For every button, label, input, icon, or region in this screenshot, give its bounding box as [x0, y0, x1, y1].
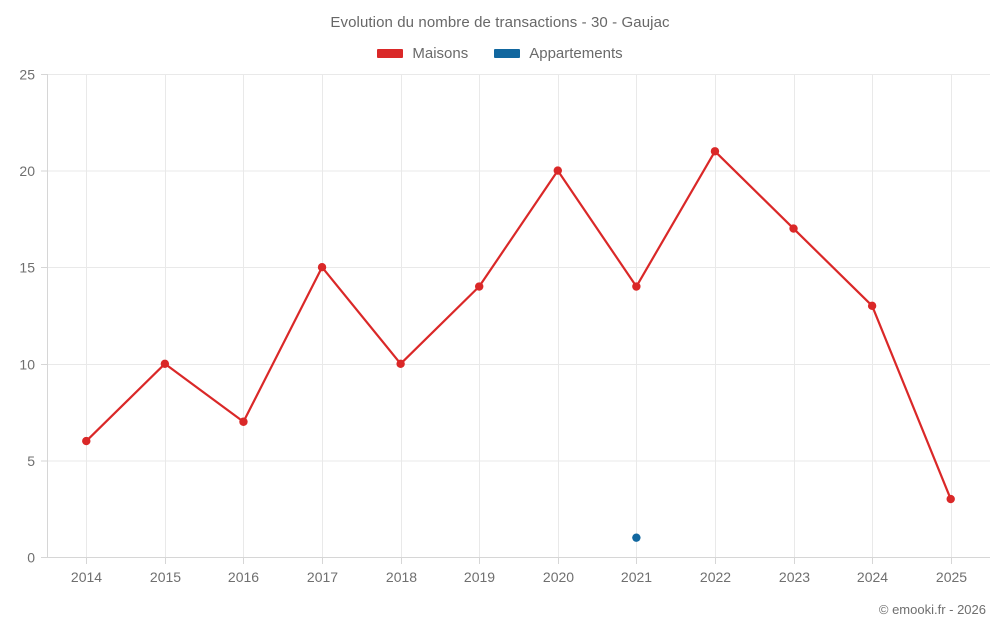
x-tick-label: 2016: [228, 569, 259, 585]
x-tick-label: 2015: [150, 569, 181, 585]
x-tick-label: 2022: [700, 569, 731, 585]
data-point-maisons-2021[interactable]: [632, 282, 641, 291]
x-tick-label: 2020: [543, 569, 574, 585]
y-tick-label: 20: [19, 163, 35, 179]
data-point-appartements-2021[interactable]: [632, 533, 641, 542]
y-tick-label: 0: [27, 550, 35, 566]
legend-item-appartements[interactable]: Appartements: [494, 45, 623, 62]
legend-label-appartements: Appartements: [529, 45, 623, 62]
data-point-maisons-2014[interactable]: [82, 436, 91, 446]
chart-credit: © emooki.fr - 2026: [878, 602, 986, 617]
series-line-maisons: [85, 150, 952, 501]
x-tick-label: 2025: [936, 569, 967, 585]
x-tick-label: 2019: [464, 569, 495, 585]
x-tick-label: 2023: [779, 569, 810, 585]
y-tick-label: 15: [19, 260, 35, 276]
data-point-maisons-2023[interactable]: [789, 224, 798, 233]
x-tick-label: 2021: [621, 569, 652, 585]
y-tick-label: 5: [27, 453, 35, 469]
data-point-maisons-2019[interactable]: [475, 282, 484, 291]
y-tick-label: 25: [19, 67, 35, 83]
data-point-maisons-2020[interactable]: [553, 166, 562, 175]
chart-legend: Maisons Appartements: [0, 45, 1000, 62]
data-point-maisons-2024[interactable]: [867, 301, 877, 311]
x-tick-label: 2024: [857, 569, 888, 585]
data-point-maisons-2018[interactable]: [396, 359, 405, 368]
x-tick-label: 2014: [71, 569, 102, 585]
legend-item-maisons[interactable]: Maisons: [377, 45, 468, 62]
x-tick-label: 2017: [307, 569, 338, 585]
data-point-maisons-2022[interactable]: [710, 147, 720, 156]
data-point-maisons-2017[interactable]: [317, 263, 327, 272]
chart-title: Evolution du nombre de transactions - 30…: [330, 14, 670, 31]
legend-swatch-maisons: [377, 49, 404, 58]
legend-swatch-appartements: [494, 49, 521, 58]
data-point-maisons-2025[interactable]: [946, 494, 955, 504]
data-point-maisons-2016[interactable]: [239, 417, 248, 426]
y-tick-label: 10: [19, 356, 35, 372]
data-point-maisons-2015[interactable]: [160, 359, 170, 368]
legend-label-maisons: Maisons: [412, 45, 469, 62]
x-tick-label: 2018: [386, 569, 417, 585]
